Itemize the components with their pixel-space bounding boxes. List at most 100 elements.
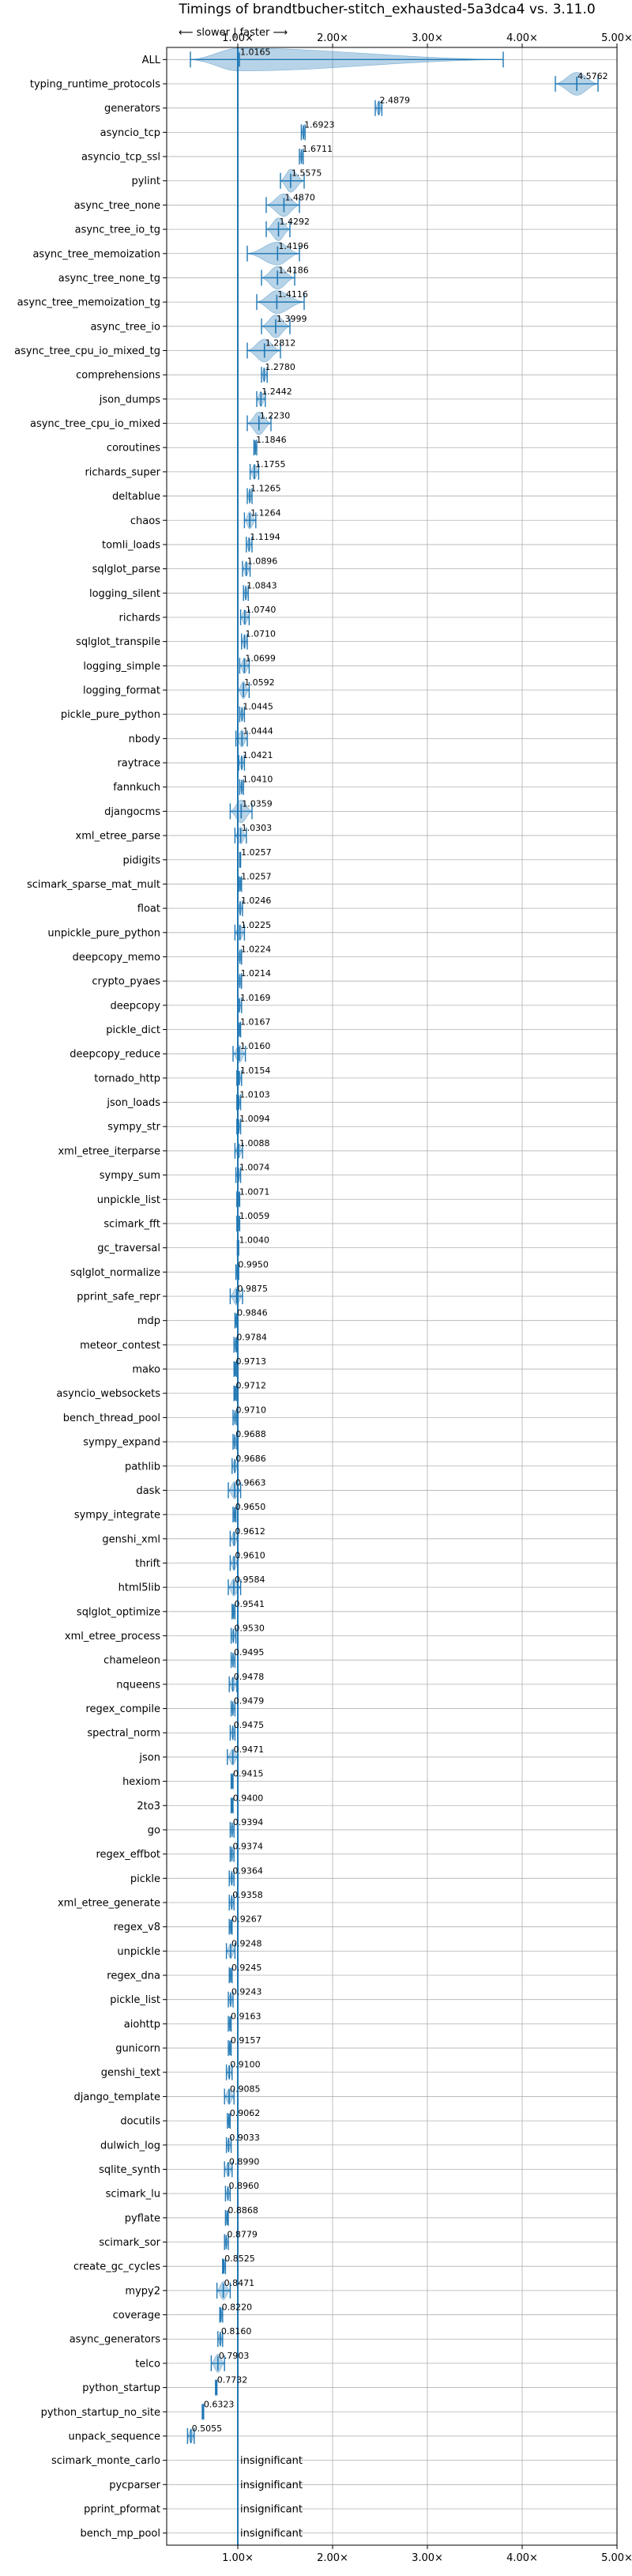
benchmark-insignificant-label: insignificant [240, 2503, 303, 2515]
benchmark-name: generators [104, 103, 160, 115]
benchmark-name: logging_silent [89, 588, 160, 600]
benchmark-value-label: 1.0059 [239, 1211, 270, 1221]
benchmark-value-label: 0.9394 [233, 1817, 264, 1827]
benchmark-name: sqlglot_parse [92, 564, 160, 575]
benchmark-name: go [148, 1824, 160, 1836]
benchmark-value-label: 1.0160 [240, 1041, 271, 1051]
benchmark-name: mako [132, 1364, 160, 1376]
benchmark-value-label: 0.9374 [232, 1842, 263, 1852]
benchmark-value-label: 0.9784 [236, 1332, 267, 1342]
benchmark-name: mypy2 [125, 2285, 160, 2297]
benchmark-name: tomli_loads [102, 539, 160, 551]
benchmark-name: nbody [129, 734, 161, 745]
benchmark-name: scimark_sparse_mat_mult [27, 879, 160, 891]
benchmark-insignificant-label: insignificant [240, 2480, 303, 2491]
benchmark-value-label: 1.0359 [242, 798, 273, 809]
benchmark-value-label: 1.5575 [292, 168, 322, 179]
benchmark-value-label: 1.0103 [239, 1090, 270, 1100]
benchmark-value-label: 0.9085 [230, 2084, 261, 2094]
benchmark-name: 2to3 [137, 1801, 160, 1812]
benchmark-name: comprehensions [76, 370, 160, 382]
benchmark-value-label: 0.9267 [231, 1914, 262, 1925]
benchmark-value-label: 0.9846 [237, 1308, 268, 1318]
benchmark-value-label: 1.0214 [241, 968, 272, 979]
benchmark-name: pprint_pformat [84, 2503, 160, 2515]
benchmark-name: genshi_xml [102, 1533, 160, 1545]
benchmark-value-label: 0.9950 [238, 1259, 269, 1269]
benchmark-value-label: 0.9471 [234, 1744, 265, 1755]
benchmark-name: regex_effbot [96, 1849, 160, 1861]
benchmark-value-label: 0.9584 [235, 1575, 265, 1585]
benchmark-value-label: 1.2230 [260, 411, 291, 421]
benchmark-value-label: 1.0740 [246, 605, 276, 615]
benchmark-name: float [137, 903, 160, 915]
benchmark-value-label: 0.8525 [224, 2254, 255, 2264]
benchmark-value-label: 1.1264 [250, 507, 281, 518]
benchmark-name: richards [119, 612, 161, 624]
x-tick-label-bottom: 2.00× [317, 2552, 348, 2564]
benchmark-value-label: 1.0165 [240, 47, 271, 57]
benchmark-name: scimark_fft [103, 1218, 160, 1230]
benchmark-name: sqlite_synth [99, 2164, 160, 2176]
benchmark-value-label: 0.9530 [234, 1624, 265, 1634]
benchmark-value-label: 0.8160 [221, 2326, 252, 2337]
benchmark-name: django_template [74, 2091, 160, 2103]
benchmark-name: crypto_pyaes [92, 976, 160, 988]
benchmark-name: asyncio_tcp [100, 127, 160, 139]
benchmark-value-label: 0.9243 [231, 1987, 262, 1997]
plot-frame [166, 47, 618, 2546]
benchmark-name: pickle [130, 1873, 160, 1885]
benchmark-name: async_tree_io_tg [75, 224, 160, 236]
benchmark-value-label: 0.9364 [232, 1865, 263, 1876]
benchmark-value-label: 1.1755 [255, 459, 286, 470]
benchmark-name: scimark_lu [106, 2189, 160, 2201]
benchmark-name: deepcopy_memo [73, 952, 160, 964]
benchmark-value-label: 0.9033 [229, 2133, 260, 2143]
benchmark-value-label: 0.8471 [224, 2278, 255, 2288]
benchmark-value-label: 1.0710 [246, 629, 276, 639]
benchmark-value-label: 1.0699 [245, 653, 276, 663]
benchmark-name: tornado_http [94, 1073, 160, 1084]
benchmark-name: logging_format [83, 685, 160, 697]
benchmark-name: sympy_str [107, 1122, 160, 1133]
benchmark-name: chameleon [103, 1655, 160, 1667]
value-labels: 1.0165 4.5762 2.4879 1.6923 1.6711 1.5575 1.48… [192, 47, 608, 2540]
x-tick-label-top: 5.00× [601, 32, 632, 44]
benchmark-value-label: 1.0167 [240, 1017, 271, 1028]
benchmark-insignificant-label: insignificant [240, 2455, 303, 2467]
benchmark-name: sqlglot_transpile [76, 636, 160, 648]
benchmark-name: html5lib [118, 1582, 160, 1594]
benchmark-name: sympy_sum [100, 1170, 160, 1182]
benchmark-name: async_tree_cpu_io_mixed_tg [14, 345, 160, 357]
benchmark-name: regex_dna [107, 1971, 160, 1982]
benchmark-value-label: 0.5055 [192, 2423, 223, 2434]
benchmark-name: asyncio_websockets [56, 1388, 160, 1400]
benchmark-name: bench_mp_pool [80, 2528, 160, 2540]
benchmark-value-label: 1.2780 [265, 362, 295, 372]
benchmark-name: aiohttp [124, 2019, 160, 2031]
benchmark-value-label: 0.9710 [236, 1405, 267, 1415]
benchmark-insignificant-label: insignificant [240, 2528, 303, 2540]
benchmark-name: coroutines [107, 443, 160, 454]
x-tick-label-top: 1.00× [222, 32, 254, 44]
x-tick-label-bottom: 4.00× [506, 2552, 538, 2564]
benchmark-name: json_dumps [99, 394, 160, 405]
benchmark-name: json [138, 1752, 160, 1763]
benchmark-value-label: 4.5762 [577, 71, 608, 81]
x-tick-label-bottom: 1.00× [222, 2552, 254, 2564]
benchmark-name: unpickle_pure_python [47, 927, 160, 939]
benchmark-name: create_gc_cycles [73, 2261, 160, 2273]
x-axis-top: 1.00× 2.00× 3.00× 4.00× 5.00× [222, 32, 632, 47]
benchmark-name: xml_etree_iterparse [58, 1145, 160, 1157]
benchmark-name: xml_etree_process [65, 1631, 160, 1643]
benchmark-value-label: 1.0257 [241, 847, 272, 858]
benchmark-value-label: 1.1846 [256, 435, 287, 445]
benchmark-name: pickle_pure_python [61, 709, 160, 721]
chart-title: Timings of brandtbucher-stitch_exhausted… [178, 2, 595, 17]
benchmark-value-label: 0.9713 [236, 1356, 267, 1367]
benchmark-name: pprint_safe_repr [77, 1292, 160, 1303]
benchmark-value-label: 0.9479 [234, 1696, 265, 1707]
x-axis-bottom: 1.00× 2.00× 3.00× 4.00× 5.00× [222, 2545, 632, 2564]
benchmark-value-label: 1.0421 [243, 750, 273, 760]
